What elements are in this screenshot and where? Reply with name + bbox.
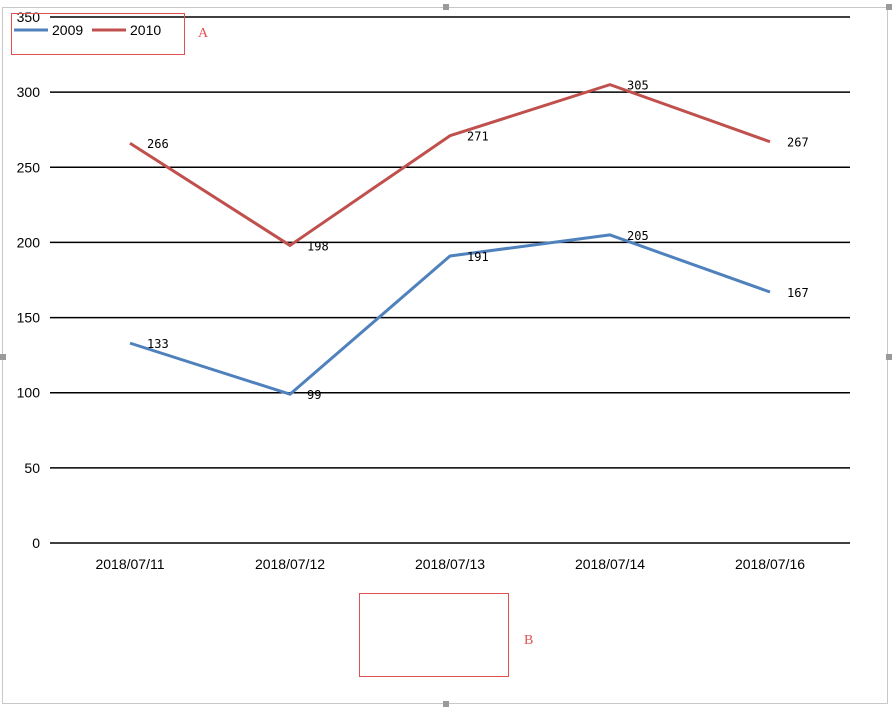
- y-tick-label-50: 50: [24, 460, 40, 476]
- resize-handle-right[interactable]: [886, 354, 892, 360]
- data-label-2010-0: 266: [147, 137, 169, 151]
- resize-handle-top[interactable]: [443, 4, 449, 10]
- y-tick-label-300: 300: [17, 84, 41, 100]
- data-label-2010-4: 267: [787, 136, 809, 150]
- resize-handle-left[interactable]: [0, 354, 6, 360]
- x-tick-label-4: 2018/07/16: [735, 556, 805, 572]
- data-label-2010-3: 305: [627, 79, 649, 93]
- x-tick-label-2: 2018/07/13: [415, 556, 485, 572]
- annotation-box-b: [359, 593, 509, 677]
- data-label-2009-1: 99: [307, 388, 321, 402]
- series-line-2009: [129, 233, 771, 396]
- y-tick-label-100: 100: [17, 385, 41, 401]
- y-tick-label-250: 250: [17, 159, 41, 175]
- data-label-2009-0: 133: [147, 337, 169, 351]
- data-label-2009-3: 205: [627, 229, 649, 243]
- data-label-2009-4: 167: [787, 286, 809, 300]
- resize-handle-bottom[interactable]: [443, 701, 449, 707]
- annotation-label-a: A: [198, 26, 209, 41]
- y-tick-label-200: 200: [17, 234, 41, 250]
- y-tick-label-0: 0: [32, 535, 40, 551]
- legend-label-2009: 2009: [52, 22, 83, 38]
- legend-label-2010: 2010: [130, 22, 161, 38]
- series-line-2010: [129, 83, 771, 247]
- x-tick-label-3: 2018/07/14: [575, 556, 645, 572]
- data-label-2010-2: 271: [467, 130, 489, 144]
- annotation-box-a: [11, 13, 185, 55]
- resize-handle-top-right[interactable]: [886, 4, 892, 10]
- y-tick-label-150: 150: [17, 310, 41, 326]
- x-tick-label-1: 2018/07/12: [255, 556, 325, 572]
- annotation-label-b: B: [524, 633, 534, 648]
- x-tick-label-0: 2018/07/11: [95, 556, 164, 572]
- data-label-2009-2: 191: [467, 250, 489, 264]
- data-label-2010-1: 198: [307, 239, 329, 253]
